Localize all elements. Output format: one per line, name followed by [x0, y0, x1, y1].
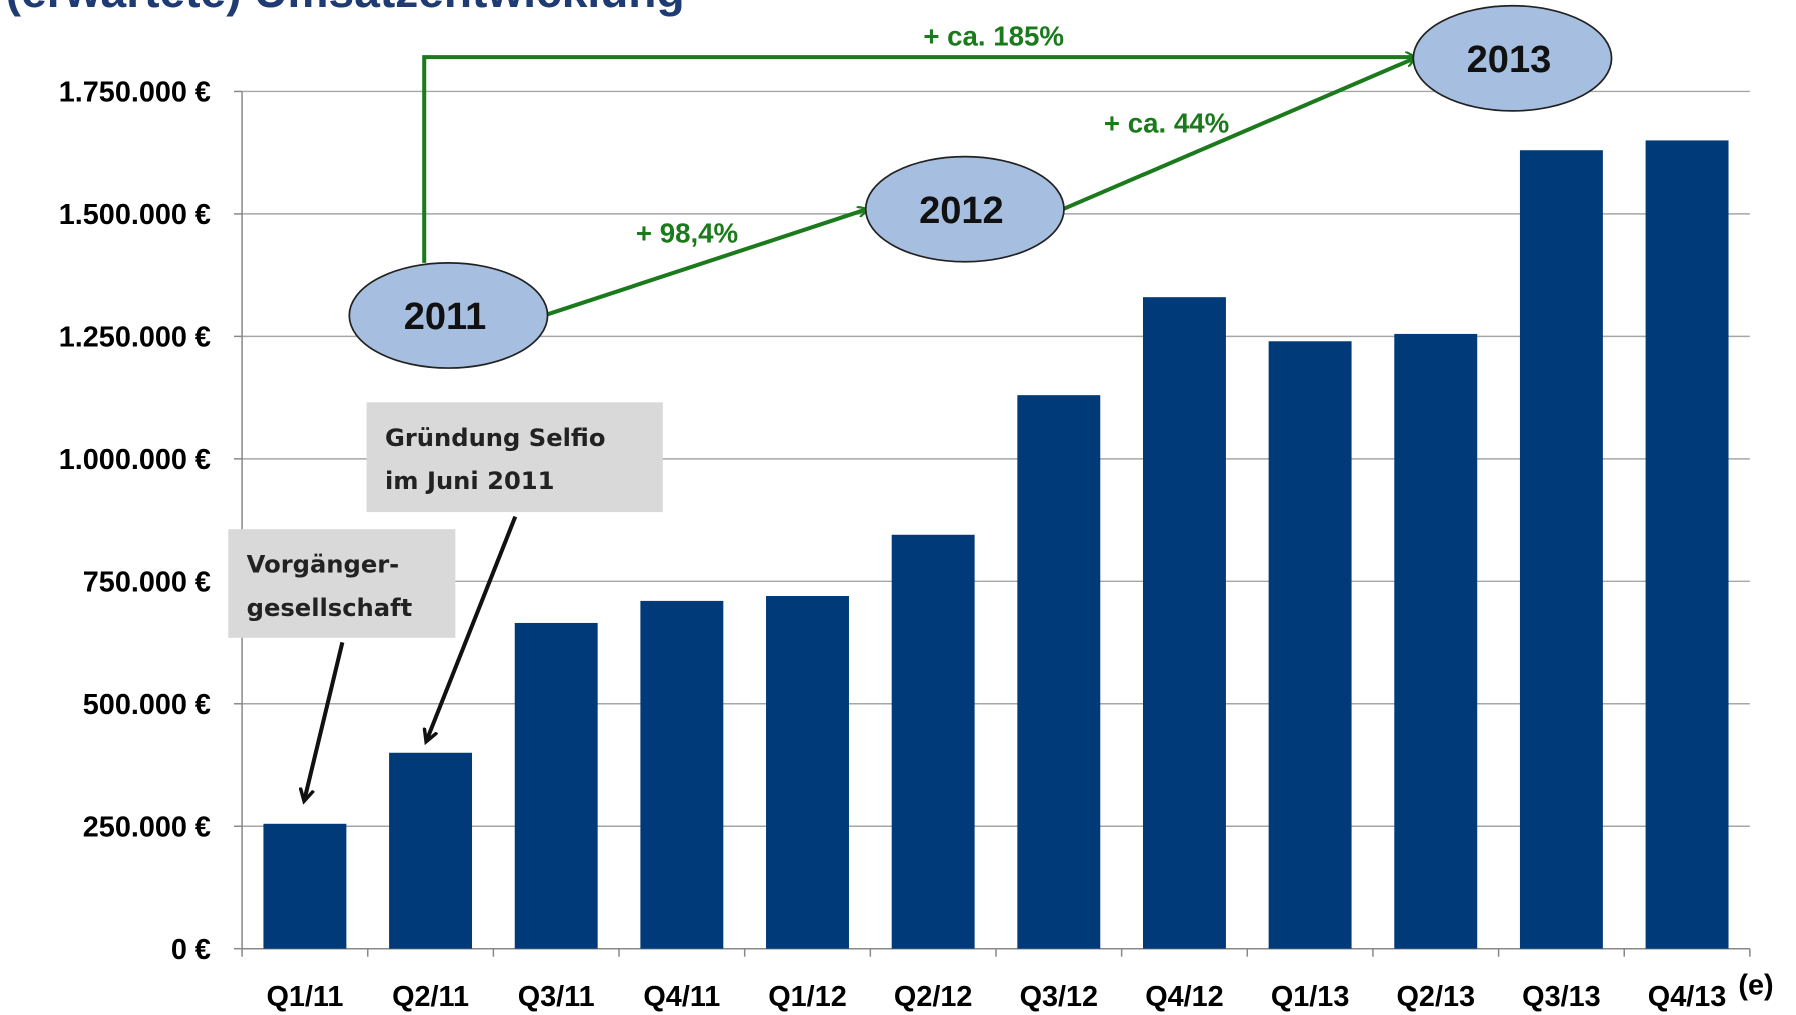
growth-arrow — [546, 209, 867, 317]
year-ellipse — [1412, 4, 1613, 112]
x-tick-label: Q2/12 — [894, 981, 972, 1013]
chart-title: (erwartete) Umsatzentwicklung — [6, 0, 685, 17]
callout-arrow — [304, 641, 345, 800]
bar — [1142, 297, 1226, 949]
x-tick-label: Q4/11 — [643, 981, 720, 1013]
bar — [891, 534, 975, 949]
x-tick-label: Q1/13 — [1271, 981, 1349, 1013]
y-tick-label: 1.500.000 € — [59, 199, 211, 231]
growth-label: + ca. 44% — [1104, 108, 1229, 139]
year-label: 2011 — [404, 296, 487, 338]
year-ellipse — [348, 262, 549, 369]
callout-text: im Juni 2011 — [385, 467, 554, 495]
year-label: 2013 — [1467, 39, 1552, 81]
y-tick-label: 1.750.000 € — [59, 77, 211, 109]
x-tick-label: Q4/12 — [1145, 981, 1223, 1013]
callout-box — [228, 529, 456, 638]
growth-arrow — [1062, 58, 1415, 212]
year-label: 2012 — [919, 190, 1004, 232]
callout-text: gesellschaft — [247, 594, 413, 622]
callout-box — [366, 402, 663, 513]
x-tick-label: Q3/13 — [1522, 981, 1600, 1013]
x-tick-label: Q3/12 — [1020, 981, 1098, 1013]
bar — [1645, 140, 1729, 949]
x-tick-label: Q1/12 — [768, 981, 846, 1013]
y-tick-label: 250.000 € — [83, 812, 211, 844]
bar — [514, 622, 598, 949]
x-tick-label: Q3/11 — [518, 981, 595, 1013]
x-tick-label: Q1/11 — [266, 981, 343, 1013]
bar — [1519, 150, 1603, 949]
y-tick-label: 750.000 € — [83, 567, 211, 599]
bar — [263, 823, 347, 949]
growth-arrow — [422, 57, 1414, 263]
callout-text: Gründung Selfio — [385, 424, 605, 452]
x-tick-label: Q4/13 — [1648, 981, 1726, 1013]
bar — [640, 600, 724, 949]
bar — [1394, 333, 1478, 949]
y-tick-label: 500.000 € — [83, 689, 211, 721]
year-ellipse — [864, 155, 1065, 263]
y-tick-label: 0 € — [171, 934, 211, 966]
bar — [1268, 341, 1352, 949]
growth-label: + ca. 185% — [923, 21, 1064, 52]
y-tick-label: 1.000.000 € — [59, 444, 211, 476]
x-tick-label: Q2/11 — [392, 981, 469, 1013]
bar — [389, 752, 473, 949]
bar — [1017, 395, 1101, 949]
callout-arrow — [427, 515, 518, 741]
callout-text: Vorgänger- — [247, 551, 400, 579]
bar — [766, 596, 849, 949]
growth-label: + 98,4% — [636, 217, 738, 248]
x-axis-note: (e) — [1738, 970, 1773, 1002]
x-tick-label: Q2/13 — [1397, 981, 1475, 1013]
y-tick-label: 1.250.000 € — [59, 322, 211, 354]
